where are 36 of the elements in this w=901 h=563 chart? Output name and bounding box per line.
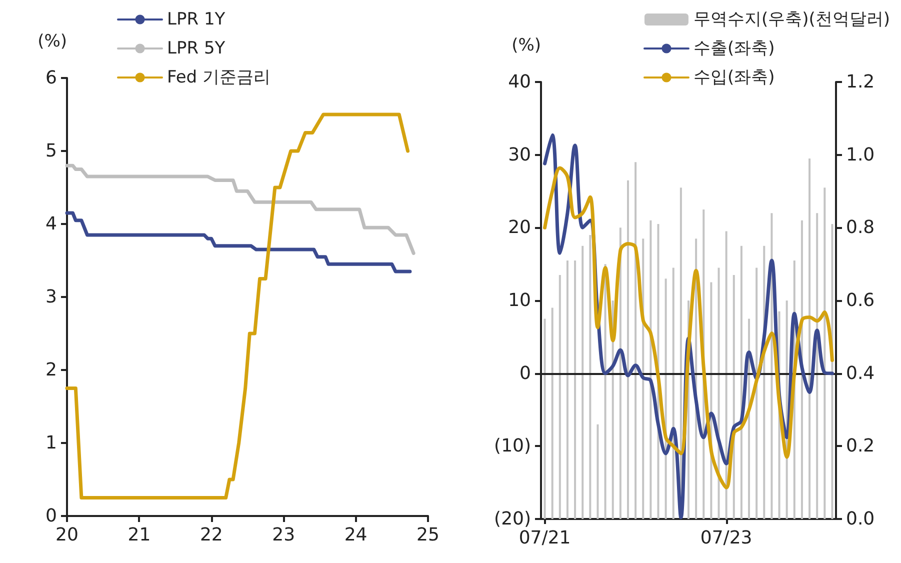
y-tick-label: 6 [46, 68, 57, 88]
y-axis-title: (%) [38, 32, 67, 52]
legend-label: LPR 5Y [167, 38, 226, 58]
y2-tick-label: 0.8 [846, 217, 875, 238]
y2-tick-label: 0.2 [846, 436, 875, 457]
legend-label: 무역수지(우축)(천억달러) [693, 10, 890, 30]
x-tick-label: 07/23 [700, 528, 752, 548]
y-tick-label: (20) [494, 508, 531, 530]
y-tick-label: 10 [508, 290, 531, 311]
y2-tick-label: 0.6 [846, 290, 875, 311]
legend-label: 수출(좌축) [693, 38, 775, 58]
x-tick-label: 07/21 [518, 528, 571, 548]
legend-label: 수입(좌축) [693, 68, 775, 88]
legend-label: LPR 1Y [167, 10, 226, 30]
y-tick-label: 1 [46, 432, 57, 454]
x-tick-label: 24 [344, 524, 368, 546]
y-tick-label: 40 [508, 72, 531, 92]
y-tick-label: 0 [46, 506, 57, 526]
x-tick-label: 25 [416, 524, 440, 546]
y2-tick-label: 1.0 [846, 144, 875, 166]
x-tick-label: 21 [128, 524, 151, 546]
y-tick-label: 3 [46, 286, 57, 308]
y-tick-label: 0 [520, 362, 531, 384]
legend-label: Fed 기준금리 [167, 68, 271, 88]
y2-tick-label: 0.4 [846, 362, 875, 384]
y-tick-label: 20 [508, 217, 531, 238]
y-tick-label: (10) [494, 436, 531, 457]
y-tick-label: 5 [46, 140, 57, 162]
y-axis-title: (%) [512, 36, 541, 56]
y-tick-label: 2 [46, 360, 57, 380]
y-tick-label: 30 [508, 144, 531, 166]
x-tick-label: 23 [272, 524, 296, 546]
y-tick-label: 4 [46, 214, 57, 234]
y2-tick-label: 0.0 [846, 508, 875, 530]
x-tick-label: 22 [200, 524, 223, 546]
y2-tick-label: 1.2 [846, 72, 875, 92]
